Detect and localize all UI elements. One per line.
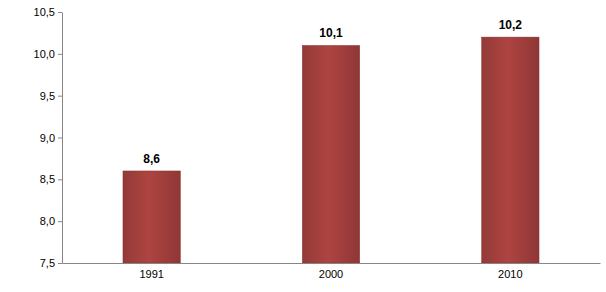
y-tick: 10,0 [34, 48, 62, 60]
y-tick-label: 9,5 [40, 90, 55, 102]
data-label: 8,6 [143, 152, 160, 166]
data-label: 10,2 [499, 18, 523, 32]
y-tick: 10,5 [34, 6, 62, 18]
y-tick-mark [58, 221, 62, 222]
bars [123, 37, 539, 263]
x-tick-label: 1991 [139, 268, 163, 280]
y-tick-mark [58, 179, 62, 180]
x-tick: 2000 [319, 263, 343, 280]
y-tick: 8,0 [40, 215, 62, 227]
data-labels: 8,6 10,1 10,2 [143, 18, 522, 166]
chart: 7,5 8,0 8,5 9,0 9,5 10,0 10,5 1991 2000 2010 8,6 10… [0, 0, 606, 292]
y-tick-mark [58, 96, 62, 97]
y-tick: 9,0 [40, 132, 62, 144]
x-tick: 2010 [498, 263, 522, 280]
bar [123, 171, 180, 263]
x-axis-line [63, 263, 601, 264]
data-label: 10,1 [319, 26, 343, 40]
x-tick-label: 2010 [498, 268, 522, 280]
y-tick: 8,5 [40, 173, 62, 185]
y-tick-label: 10,5 [34, 6, 55, 18]
x-tick: 1991 [139, 263, 163, 280]
y-tick-label: 8,5 [40, 173, 55, 185]
y-tick-mark [58, 54, 62, 55]
y-tick-label: 10,0 [34, 48, 55, 60]
y-tick-label: 9,0 [40, 132, 55, 144]
y-axis-line [62, 13, 63, 264]
x-tick-label: 2000 [319, 268, 343, 280]
y-tick-label: 8,0 [40, 215, 55, 227]
y-tick-label: 7,5 [40, 257, 55, 269]
y-tick-mark [58, 263, 62, 264]
bar [482, 37, 539, 263]
x-axis: 1991 2000 2010 [63, 263, 601, 280]
y-tick: 9,5 [40, 90, 62, 102]
y-tick-mark [58, 12, 62, 13]
bar [302, 45, 359, 263]
y-tick-mark [58, 138, 62, 139]
y-axis: 7,5 8,0 8,5 9,0 9,5 10,0 10,5 [34, 6, 63, 269]
y-tick: 7,5 [40, 257, 62, 269]
